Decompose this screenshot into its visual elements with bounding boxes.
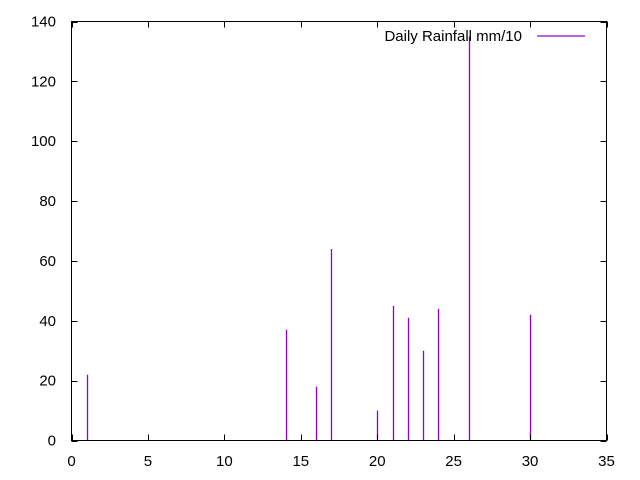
x-tick-label: 25	[445, 453, 462, 470]
legend-label: Daily Rainfall mm/10	[384, 28, 522, 45]
x-tick-labels: 0 5 10 15 20 25 30 35	[67, 453, 615, 470]
x-tick-label: 5	[144, 453, 152, 470]
axis-ticks	[71, 21, 608, 442]
y-tick-labels: 0 20 40 60 80 100 120 140	[31, 14, 56, 450]
y-tick-label: 40	[39, 313, 56, 330]
x-tick-label: 10	[216, 453, 233, 470]
legend: Daily Rainfall mm/10	[384, 28, 585, 45]
x-tick-label: 30	[522, 453, 539, 470]
y-tick-label: 0	[48, 433, 56, 450]
y-tick-label: 100	[31, 133, 56, 150]
x-tick-label: 0	[67, 453, 75, 470]
y-tick-label: 60	[39, 253, 56, 270]
y-tick-label: 120	[31, 73, 56, 90]
x-tick-label: 35	[598, 453, 615, 470]
x-tick-label: 15	[292, 453, 309, 470]
y-tick-label: 20	[39, 373, 56, 390]
x-tick-label: 20	[369, 453, 386, 470]
y-tick-label: 80	[39, 193, 56, 210]
plot-frame	[71, 21, 607, 441]
y-tick-label: 140	[31, 14, 56, 31]
bar-group	[86, 36, 532, 441]
